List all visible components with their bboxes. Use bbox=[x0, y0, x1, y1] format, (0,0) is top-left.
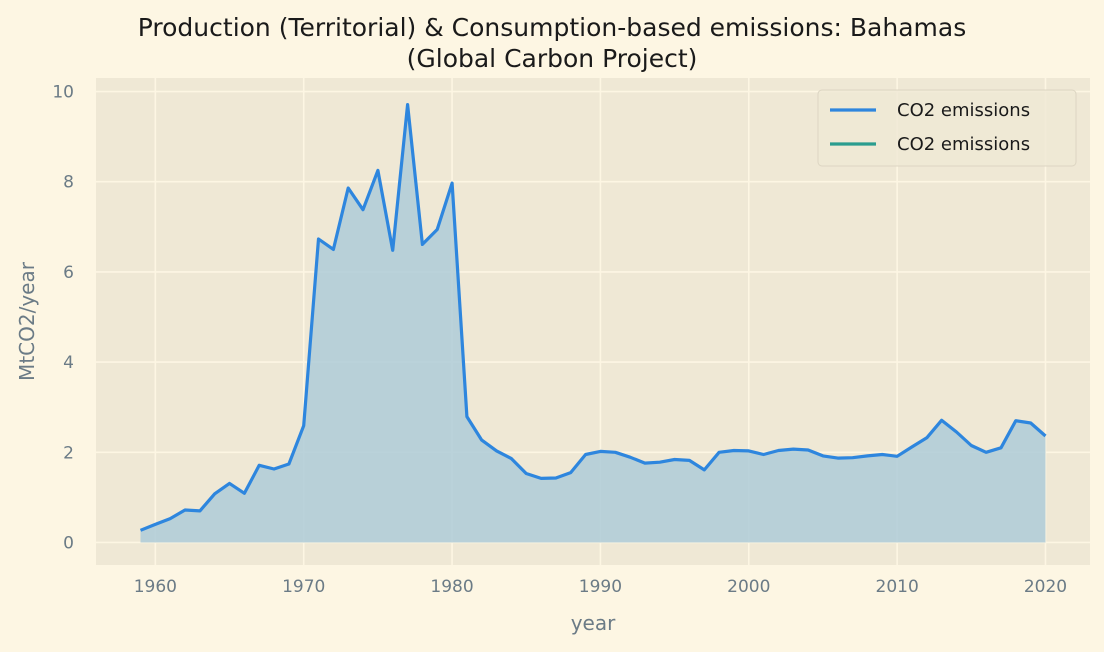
chart-title: Production (Territorial) & Consumption-b… bbox=[0, 12, 1104, 74]
y-tick-label: 2 bbox=[63, 443, 74, 463]
emissions-area-fill bbox=[140, 104, 1046, 543]
y-tick-label: 0 bbox=[63, 533, 74, 553]
x-axis-label: year bbox=[571, 611, 616, 635]
legend: CO2 emissions CO2 emissions bbox=[817, 89, 1077, 167]
x-tick-label: 1960 bbox=[134, 577, 177, 597]
x-tick-label: 2010 bbox=[876, 577, 919, 597]
x-tick-label: 2000 bbox=[727, 577, 770, 597]
y-tick-label: 4 bbox=[63, 353, 74, 373]
legend-box bbox=[817, 89, 1077, 167]
x-tick-label: 1990 bbox=[579, 577, 622, 597]
x-tick-label: 1980 bbox=[430, 577, 473, 597]
y-tick-label: 6 bbox=[63, 263, 74, 283]
legend-label: CO2 emissions bbox=[897, 100, 1030, 121]
y-tick-label: 10 bbox=[52, 83, 74, 103]
chart-title-line2: (Global Carbon Project) bbox=[406, 44, 698, 73]
y-axis-label: MtCO2/year bbox=[15, 261, 39, 381]
y-tick-label: 8 bbox=[63, 173, 74, 193]
chart-title-line1: Production (Territorial) & Consumption-b… bbox=[137, 13, 967, 42]
emissions-series-line bbox=[139, 103, 1047, 532]
x-tick-label: 1970 bbox=[282, 577, 325, 597]
x-tick-labels: 1960 1970 1980 1990 2000 2010 2020 bbox=[134, 577, 1067, 597]
x-tick-label: 2020 bbox=[1024, 577, 1067, 597]
legend-label: CO2 emissions bbox=[897, 134, 1030, 155]
y-tick-labels: 0 2 4 6 8 10 bbox=[52, 83, 74, 554]
